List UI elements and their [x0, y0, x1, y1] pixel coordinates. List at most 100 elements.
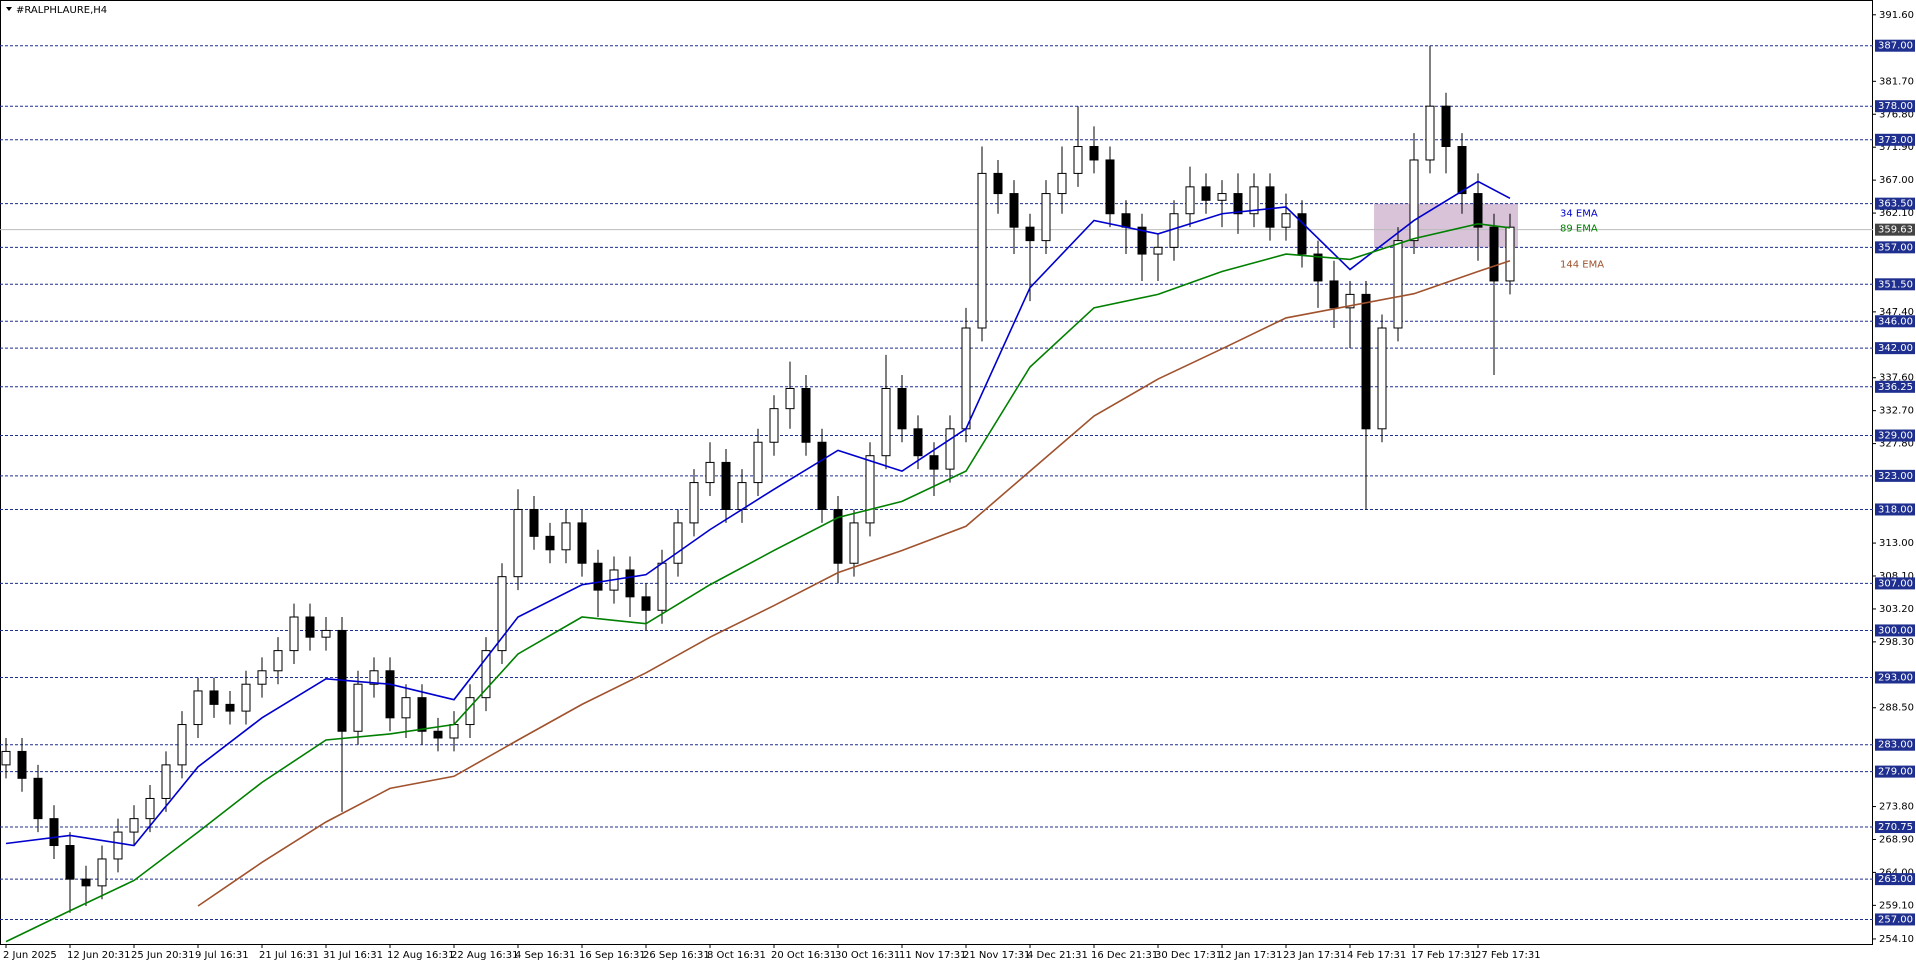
- level-label: 357.00: [1878, 242, 1913, 253]
- level-label: 307.00: [1878, 578, 1913, 589]
- candle-body: [321, 629, 331, 638]
- candle-body: [1329, 280, 1339, 309]
- x-tick-label: 4 Feb 17:31: [1347, 950, 1406, 961]
- candle-body: [945, 428, 955, 470]
- y-tick-label: 313.00: [1879, 538, 1914, 549]
- candle-body: [417, 697, 427, 732]
- candle-body: [1425, 105, 1435, 161]
- level-box: [1875, 913, 1915, 926]
- level-label: 336.25: [1878, 382, 1913, 393]
- candle-body: [961, 327, 971, 430]
- level-box: [1875, 429, 1915, 442]
- candle-body: [593, 562, 603, 591]
- candle-body: [769, 408, 779, 443]
- candle-body: [225, 703, 235, 712]
- candle-body: [897, 387, 907, 430]
- candle-body: [129, 818, 139, 833]
- candle-body: [1217, 193, 1227, 201]
- candle-body: [385, 670, 395, 719]
- y-tick-label: 288.50: [1879, 703, 1914, 714]
- level-box: [1875, 469, 1915, 482]
- candle-body: [1233, 193, 1243, 215]
- candle-body: [1409, 159, 1419, 242]
- candle-body: [801, 387, 811, 443]
- x-tick-label: 25 Jun 20:31: [131, 950, 195, 961]
- y-tick-label: 308.10: [1879, 571, 1914, 582]
- chart-title: #RALPHLAURE,H4: [16, 5, 107, 16]
- x-tick-label: 16 Sep 16:31: [579, 950, 646, 961]
- level-label: 279.00: [1878, 767, 1913, 778]
- x-tick-label: 11 Nov 17:31: [899, 950, 966, 961]
- candle-body: [881, 387, 891, 457]
- candle-body: [513, 508, 523, 578]
- y-tick-label: 367.00: [1879, 175, 1914, 186]
- level-label: 363.50: [1878, 199, 1913, 210]
- y-tick-label: 303.20: [1879, 604, 1914, 615]
- candle-body: [145, 797, 155, 820]
- x-tick-label: 8 Oct 16:31: [707, 950, 766, 961]
- level-box: [1875, 278, 1915, 291]
- ema-label: 144 EMA: [1560, 259, 1604, 270]
- candle-body: [177, 724, 187, 766]
- current-price-box: [1875, 223, 1915, 236]
- candle-body: [97, 858, 107, 887]
- candle-body: [753, 441, 763, 484]
- candle-body: [433, 730, 443, 739]
- candle-body: [81, 878, 91, 887]
- level-box: [1875, 197, 1915, 210]
- candle-body: [449, 724, 459, 739]
- level-box: [1875, 671, 1915, 684]
- x-tick-label: 9 Jul 16:31: [195, 950, 249, 961]
- x-tick-label: 30 Dec 17:31: [1155, 950, 1222, 961]
- y-tick-label: 371.90: [1879, 142, 1914, 153]
- candle-body: [673, 522, 683, 564]
- menu-triangle: [6, 7, 12, 11]
- candle-body: [353, 683, 363, 732]
- level-label: 293.00: [1878, 672, 1913, 683]
- candle-body: [369, 670, 379, 685]
- level-box: [1875, 39, 1915, 52]
- candle-body: [1025, 226, 1035, 242]
- plot-area: [0, 45, 1873, 943]
- candle-body: [33, 777, 43, 820]
- x-tick-label: 4 Sep 16:31: [515, 950, 575, 961]
- level-box: [1875, 315, 1915, 328]
- candle-body: [737, 482, 747, 510]
- candle-body: [1313, 253, 1323, 282]
- level-label: 342.00: [1878, 343, 1913, 354]
- candle-body: [257, 670, 267, 685]
- x-tick-label: 4 Dec 21:31: [1027, 950, 1088, 961]
- candle-body: [721, 461, 731, 510]
- ema-label: 34 EMA: [1560, 209, 1598, 220]
- level-label: 257.00: [1878, 914, 1913, 925]
- y-tick-label: 376.80: [1879, 109, 1914, 120]
- level-label: 387.00: [1878, 41, 1913, 52]
- x-tick-label: 27 Feb 17:31: [1475, 950, 1541, 961]
- x-tick-label: 22 Aug 16:31: [451, 950, 518, 961]
- x-tick-label: 20 Oct 16:31: [771, 950, 836, 961]
- y-tick-label: 298.30: [1879, 637, 1914, 648]
- y-tick-label: 347.40: [1879, 307, 1914, 318]
- candle-body: [1457, 146, 1467, 195]
- x-tick-label: 12 Jun 20:31: [67, 950, 131, 961]
- level-label: 378.00: [1878, 101, 1913, 112]
- level-box: [1875, 577, 1915, 590]
- candle-body: [561, 522, 571, 551]
- y-tick-label: 362.10: [1879, 208, 1914, 219]
- candle-body: [1361, 293, 1371, 430]
- x-tick-label: 21 Nov 17:31: [963, 950, 1030, 961]
- ema-line: [197, 260, 1511, 907]
- candle-body: [865, 455, 875, 524]
- candle-body: [1153, 246, 1163, 255]
- candle-body: [1297, 213, 1307, 255]
- candle-body: [1009, 193, 1019, 228]
- ema-line: [5, 180, 1511, 847]
- candle-body: [1185, 186, 1195, 215]
- candle-body: [49, 818, 59, 847]
- candle-body: [1041, 193, 1051, 242]
- y-tick-label: 254.10: [1879, 934, 1914, 945]
- level-label: 323.00: [1878, 471, 1913, 482]
- candle-body: [305, 616, 315, 638]
- candle-body: [1377, 327, 1387, 430]
